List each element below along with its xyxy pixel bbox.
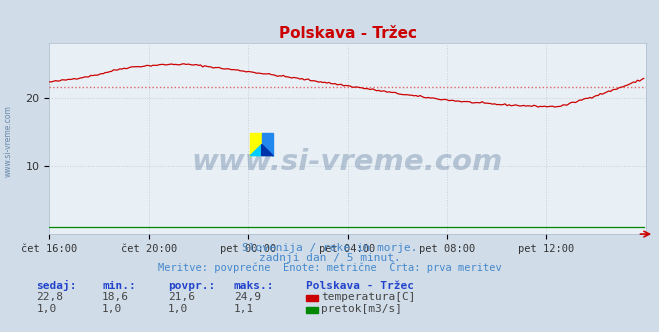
Text: 24,9: 24,9 <box>234 292 261 302</box>
Polygon shape <box>250 144 262 156</box>
Text: 1,0: 1,0 <box>168 304 188 314</box>
Text: maks.:: maks.: <box>234 281 274 291</box>
Text: temperatura[C]: temperatura[C] <box>321 292 415 302</box>
Text: zadnji dan / 5 minut.: zadnji dan / 5 minut. <box>258 253 401 263</box>
Text: pretok[m3/s]: pretok[m3/s] <box>321 304 402 314</box>
Text: 18,6: 18,6 <box>102 292 129 302</box>
Text: Slovenija / reke in morje.: Slovenija / reke in morje. <box>242 243 417 253</box>
Text: min.:: min.: <box>102 281 136 291</box>
Text: 22,8: 22,8 <box>36 292 63 302</box>
Text: povpr.:: povpr.: <box>168 281 215 291</box>
Text: 1,1: 1,1 <box>234 304 254 314</box>
Text: www.si-vreme.com: www.si-vreme.com <box>192 147 503 176</box>
Polygon shape <box>262 133 273 156</box>
Text: Meritve: povprečne  Enote: metrične  Črta: prva meritev: Meritve: povprečne Enote: metrične Črta:… <box>158 261 501 273</box>
Text: 1,0: 1,0 <box>36 304 57 314</box>
Text: 1,0: 1,0 <box>102 304 123 314</box>
Text: Polskava - Tržec: Polskava - Tržec <box>306 281 415 291</box>
Title: Polskava - Tržec: Polskava - Tržec <box>279 26 416 41</box>
Polygon shape <box>250 133 262 156</box>
Polygon shape <box>262 144 273 156</box>
Text: www.si-vreme.com: www.si-vreme.com <box>3 105 13 177</box>
Text: 21,6: 21,6 <box>168 292 195 302</box>
Text: sedaj:: sedaj: <box>36 280 76 291</box>
